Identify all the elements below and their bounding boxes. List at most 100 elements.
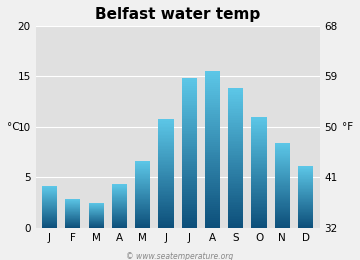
Bar — [228, 168, 243, 170]
Bar — [228, 132, 243, 134]
Bar — [275, 217, 290, 218]
Bar — [65, 209, 80, 210]
Bar — [158, 199, 174, 200]
Bar — [205, 97, 220, 99]
Bar — [252, 226, 267, 228]
Bar — [275, 160, 290, 161]
Bar — [252, 217, 267, 218]
Bar — [65, 201, 80, 202]
Bar — [112, 218, 127, 219]
Bar — [228, 155, 243, 157]
Bar — [252, 199, 267, 200]
Bar — [182, 133, 197, 134]
Bar — [182, 157, 197, 159]
Bar — [135, 198, 150, 199]
Bar — [252, 156, 267, 157]
Bar — [252, 192, 267, 193]
Bar — [135, 226, 150, 227]
Bar — [65, 216, 80, 217]
Bar — [135, 207, 150, 208]
Bar — [182, 147, 197, 149]
Bar — [252, 222, 267, 224]
Bar — [252, 224, 267, 225]
Bar — [135, 192, 150, 193]
Bar — [112, 207, 127, 208]
Bar — [42, 197, 57, 198]
Bar — [275, 210, 290, 211]
Bar — [275, 145, 290, 146]
Bar — [158, 209, 174, 210]
Bar — [112, 225, 127, 226]
Bar — [135, 204, 150, 205]
Bar — [158, 155, 174, 157]
Bar — [42, 188, 57, 189]
Bar — [42, 215, 57, 216]
Bar — [228, 172, 243, 174]
Bar — [298, 179, 313, 180]
Bar — [275, 143, 290, 144]
Bar — [252, 133, 267, 135]
Bar — [182, 140, 197, 142]
Bar — [205, 107, 220, 108]
Bar — [228, 198, 243, 200]
Bar — [135, 175, 150, 176]
Bar — [65, 210, 80, 211]
Bar — [205, 87, 220, 89]
Bar — [182, 194, 197, 196]
Bar — [205, 120, 220, 122]
Bar — [298, 216, 313, 217]
Bar — [228, 144, 243, 146]
Bar — [275, 208, 290, 209]
Bar — [112, 196, 127, 197]
Bar — [275, 199, 290, 200]
Bar — [298, 223, 313, 224]
Bar — [182, 88, 197, 90]
Bar — [275, 185, 290, 186]
Bar — [205, 73, 220, 75]
Bar — [135, 167, 150, 168]
Bar — [298, 167, 313, 168]
Bar — [182, 168, 197, 170]
Bar — [228, 212, 243, 214]
Bar — [298, 188, 313, 189]
Bar — [252, 210, 267, 211]
Bar — [158, 135, 174, 137]
Bar — [298, 198, 313, 199]
Bar — [252, 117, 267, 118]
Bar — [112, 191, 127, 192]
Bar — [228, 193, 243, 195]
Bar — [182, 136, 197, 138]
Bar — [205, 173, 220, 175]
Bar — [252, 158, 267, 160]
Bar — [298, 200, 313, 201]
Bar — [182, 131, 197, 133]
Bar — [42, 189, 57, 190]
Bar — [205, 71, 220, 73]
Bar — [252, 203, 267, 204]
Bar — [135, 184, 150, 185]
Bar — [275, 177, 290, 178]
Bar — [112, 212, 127, 213]
Bar — [228, 99, 243, 101]
Bar — [205, 130, 220, 132]
Bar — [252, 128, 267, 129]
Bar — [205, 116, 220, 118]
Bar — [252, 221, 267, 222]
Bar — [158, 184, 174, 186]
Bar — [298, 178, 313, 179]
Bar — [112, 200, 127, 201]
Bar — [298, 181, 313, 182]
Bar — [252, 211, 267, 212]
Bar — [298, 185, 313, 186]
Bar — [252, 157, 267, 158]
Bar — [182, 217, 197, 218]
Bar — [112, 203, 127, 204]
Bar — [205, 197, 220, 198]
Bar — [158, 131, 174, 132]
Bar — [182, 205, 197, 207]
Bar — [205, 112, 220, 114]
Bar — [275, 225, 290, 226]
Bar — [89, 226, 104, 227]
Bar — [158, 143, 174, 145]
Bar — [65, 220, 80, 221]
